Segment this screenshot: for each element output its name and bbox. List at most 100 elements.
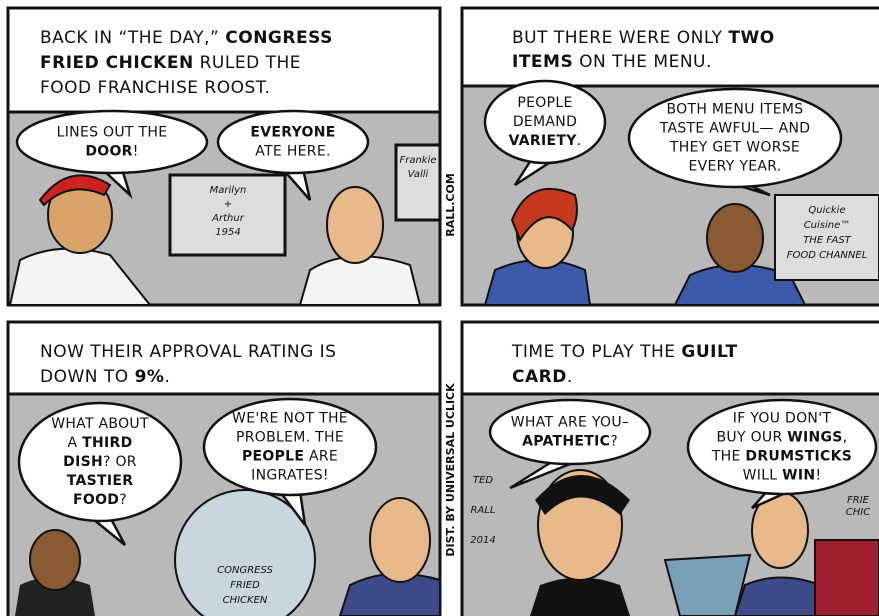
text: BACK IN “THE DAY,” [40,28,225,48]
text-line: CHICKEN [223,595,268,606]
text: BUY OUR [717,430,788,446]
text-line: NOW THEIR APPROVAL RATING IS [40,342,336,362]
text-line: THE DRUMSTICKS [711,449,852,465]
text: + [224,199,232,210]
text-line: Valli [408,169,429,180]
bold-text: WINGS [787,430,842,446]
bold-text: GUILT [681,342,737,362]
bold-text: VARIETY [509,133,578,149]
text: THE FAST [803,235,851,246]
text-line: ATE HERE. [255,144,330,160]
text: FOOD FRANCHISE ROOST. [40,78,271,98]
text-line: WILL WIN! [743,468,822,484]
text-line: A THIRD [67,435,132,451]
text: 1954 [215,227,240,238]
text-line: VARIETY. [509,133,582,149]
text: ? OR [103,454,137,470]
bold-text: WIN [782,468,815,484]
text: TASTE AWFUL— AND [659,121,811,137]
text: WHAT ABOUT [51,416,149,432]
text-line: IF YOU DON'T [733,411,832,427]
text-line: FRIED [230,580,260,591]
text-line: BUY OUR WINGS, [717,430,848,446]
text: LINES OUT THE [57,125,168,141]
text: FRIE [847,495,870,506]
bold-text: APATHETIC [522,434,610,450]
text-line: Cuisine™ [804,220,851,231]
text-line: FRIE [847,495,870,506]
counter [815,540,879,616]
text-line: Frankie [399,155,436,166]
text: PROBLEM. THE [236,430,344,446]
text-line: CARD. [512,367,573,387]
text-line: WE'RE NOT THE [232,411,348,427]
speech-bubble [218,111,368,173]
text-line: WHAT ARE YOU– [511,415,629,431]
text: ARE [304,449,338,465]
text: CHICKEN [223,595,268,606]
text: , [843,430,848,446]
credit: DIST. BY UNIVERSAL UCLICK [444,383,457,557]
character-head [327,187,383,263]
comic-strip: BACK IN “THE DAY,” CONGRESS FRIED CHICKEN… [0,0,879,616]
text-line: ITEMS ON THE MENU. [512,52,712,72]
text-line: RALL [471,505,496,516]
text-line: Marilyn [210,185,247,196]
bold-text: 9% [135,367,165,387]
text: Marilyn [210,185,247,196]
text-line: TIME TO PLAY THE GUILT [511,342,738,362]
text: WHAT ARE YOU– [511,415,629,431]
text-line: DOWN TO 9%. [40,367,170,387]
text: TED [473,475,493,486]
text: PEOPLE [517,95,572,111]
text-line: LINES OUT THE [57,125,168,141]
text: DOWN TO [40,367,135,387]
text-line: PEOPLE ARE [242,449,338,465]
bold-text: CONGRESS [225,28,333,48]
text: ! [815,468,821,484]
text-line: TASTE AWFUL— AND [659,121,811,137]
text: Arthur [211,213,245,224]
text-line: EVERYONE [250,125,335,141]
text: IF YOU DON'T [733,411,832,427]
text-line: 2014 [470,535,495,546]
text: TIME TO PLAY THE [511,342,681,362]
text-line: 1954 [215,227,240,238]
text: Valli [408,169,429,180]
text-line: APATHETIC? [522,434,618,450]
text: A [67,435,82,451]
bold-text: THIRD [82,435,132,451]
text: ? [610,434,618,450]
text-line: Quickie [808,205,845,216]
text: THEY GET WORSE [669,140,800,156]
text: NOW THEIR APPROVAL RATING IS [40,342,336,362]
text: WE'RE NOT THE [232,411,348,427]
speech-bubble [490,400,650,464]
text: DEMAND [513,114,577,130]
text-line: TASTIER [67,473,134,489]
text: ! [133,144,139,160]
text: EVERY YEAR. [688,159,781,175]
bold-text: TWO [728,28,774,48]
text-line: + [224,199,232,210]
text-line: THEY GET WORSE [669,140,800,156]
text-line: THE FAST [803,235,851,246]
text: INGRATES! [251,468,329,484]
bold-text: FOOD [73,492,119,508]
text-line: BACK IN “THE DAY,” CONGRESS [40,28,333,48]
bold-text: DOOR [85,144,132,160]
bold-text: CARD [512,367,567,387]
character-head [707,204,763,272]
bold-text: PEOPLE [242,449,304,465]
text: Frankie [399,155,436,166]
text: CONGRESS [217,565,273,576]
text: ? [119,492,127,508]
text: 2014 [470,535,495,546]
text: . [164,367,170,387]
text-line: EVERY YEAR. [688,159,781,175]
text-line: BUT THERE WERE ONLY TWO [512,28,775,48]
text-line: CHIC [846,507,870,518]
text-line: CONGRESS [217,565,273,576]
text-line: FRIED CHICKEN RULED THE [40,53,301,73]
character-head [370,498,430,582]
